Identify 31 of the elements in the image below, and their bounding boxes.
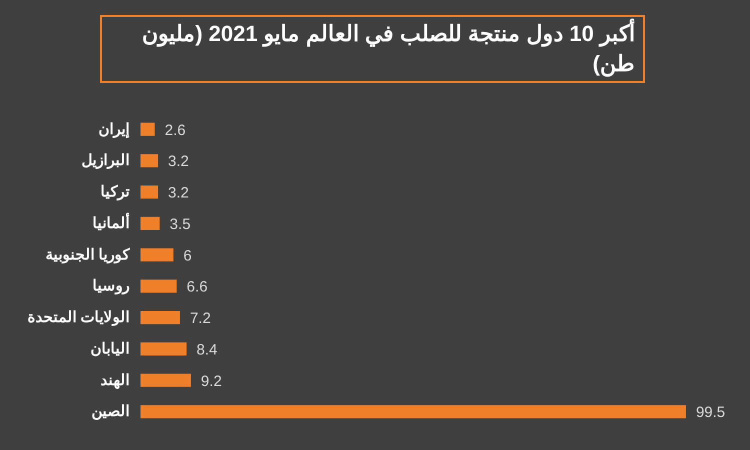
y-tick-label: روسيا bbox=[92, 278, 130, 295]
y-tick-label: اليابان bbox=[90, 340, 130, 358]
bar bbox=[140, 216, 160, 230]
y-tick-label: كوريا الجنوبية bbox=[45, 246, 130, 264]
data-label: 8.4 bbox=[196, 341, 218, 358]
data-label: 3.5 bbox=[170, 216, 191, 233]
y-tick-label: تركيا bbox=[100, 184, 130, 201]
bar bbox=[140, 374, 191, 387]
bar bbox=[140, 310, 180, 324]
data-label: 7.2 bbox=[190, 310, 211, 328]
data-label: 6.6 bbox=[186, 278, 208, 296]
y-tick-label: الولايات المتحدة bbox=[27, 309, 130, 326]
bar bbox=[140, 405, 686, 418]
y-tick-label: ألمانيا bbox=[92, 212, 130, 232]
bar bbox=[140, 185, 158, 199]
bar bbox=[140, 154, 158, 168]
bar bbox=[140, 248, 174, 262]
data-label: 6 bbox=[183, 247, 192, 264]
y-tick-label: إيران bbox=[98, 120, 130, 138]
data-label: 3.2 bbox=[168, 153, 189, 170]
data-label: 2.6 bbox=[164, 122, 186, 139]
bar bbox=[140, 280, 177, 293]
y-tick-label: الهند bbox=[100, 372, 130, 389]
bar bbox=[140, 122, 155, 136]
bar bbox=[140, 342, 187, 356]
data-label: 9.2 bbox=[200, 372, 222, 390]
chart-title: أكبر 10 دول منتجة للصلب في العالم مايو 2021 (مليون طن) bbox=[100, 15, 645, 83]
y-tick-label: الصين bbox=[92, 403, 130, 420]
y-tick-label: البرازيل bbox=[82, 152, 130, 170]
data-label: 99.5 bbox=[696, 404, 726, 422]
data-label: 3.2 bbox=[168, 184, 189, 202]
